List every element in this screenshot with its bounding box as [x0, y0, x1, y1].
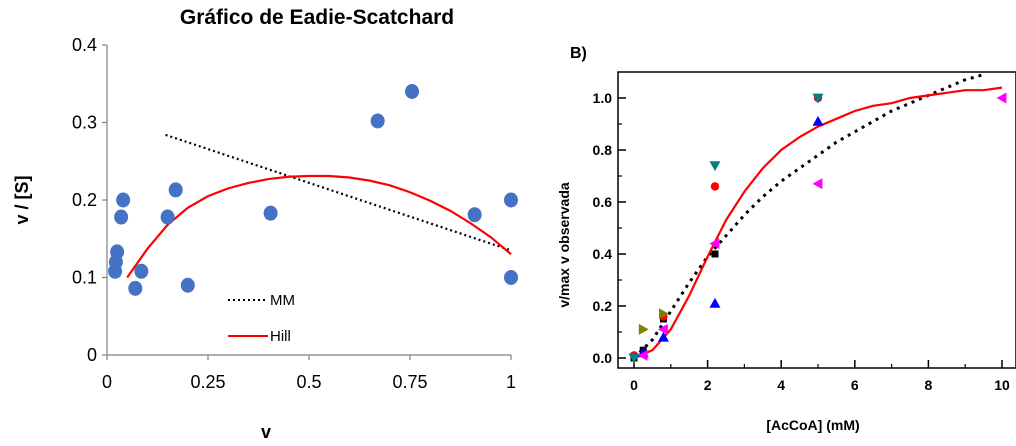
chart-a-y-tick-label: 0.4	[72, 35, 97, 55]
legend-hill-label: Hill	[270, 328, 291, 345]
chart-b-solid-fit-line	[633, 86, 1003, 360]
chart-a-series-hill-line	[126, 174, 512, 279]
chart-b-points	[628, 92, 1007, 364]
chart-a-x-tick-label: 0.75	[392, 372, 427, 392]
chart-b-y-tick-label: 0.4	[593, 246, 613, 262]
chart-a-data-point	[116, 192, 131, 208]
chart-a-points	[108, 84, 518, 296]
chart-b-y-tick-label: 0.8	[593, 142, 613, 158]
chart-a-x-tick-label: 1	[506, 372, 516, 392]
chart-b-point-triangle-left	[657, 323, 668, 335]
chart-b-x-tick-label: 10	[994, 377, 1010, 393]
chart-b-point-triangle-left	[996, 92, 1007, 104]
chart-b-x-ticks: 0 2 4 6 8 10	[630, 360, 1010, 393]
chart-a-data-point	[160, 209, 175, 225]
chart-a-data-point	[110, 244, 125, 260]
chart-a-x-tick-label: 0.25	[190, 372, 225, 392]
chart-a-y-label: v / [S]	[12, 175, 32, 224]
legend-mm-label: MM	[270, 292, 295, 309]
chart-a-data-point	[134, 263, 149, 279]
chart-a-y-ticks: 0 0.1 0.2 0.3 0.4	[72, 35, 107, 365]
chart-b-x-tick-label: 6	[851, 377, 859, 393]
chart-a-x-ticks: 0 0.25 0.5 0.75 1	[102, 355, 516, 392]
chart-b-point-triangle-up	[709, 297, 721, 308]
chart-a-legend: MM Hill	[228, 292, 295, 345]
chart-a-data-point	[168, 182, 183, 198]
chart-b-x-tick-label: 4	[777, 377, 785, 393]
chart-b-x-tick-label: 8	[925, 377, 933, 393]
chart-b-point-triangle-left	[812, 178, 823, 190]
chart-b-point-triangle-down	[628, 353, 640, 364]
chart-b-point-circle	[710, 182, 720, 191]
eadie-scatchard-chart: Gráfico de Eadie-Scatchard 0 0.1 0.2 0.3 0.4…	[12, 6, 518, 442]
chart-b-panel-label: B)	[570, 45, 587, 62]
chart-a-y-tick-label: 0.1	[72, 268, 97, 288]
chart-a-series	[126, 133, 512, 279]
chart-b-point-triangle-up	[812, 115, 824, 126]
chart-b-point-triangle-right	[638, 323, 649, 335]
chart-a-data-point	[128, 280, 143, 296]
chart-b-series	[632, 73, 1003, 360]
chart-b-point-triangle-right	[659, 308, 669, 320]
chart-b-y-tick-label: 0.6	[593, 194, 613, 210]
chart-a-data-point	[504, 270, 518, 285]
chart-b-y-tick-label: 0.0	[593, 350, 613, 366]
chart-b-point-triangle-left	[709, 238, 720, 250]
chart-b-x-tick-label: 2	[704, 377, 712, 393]
chart-b-point-triangle-up	[657, 331, 669, 342]
chart-b-frame	[617, 71, 1016, 369]
chart-a-data-point	[405, 84, 420, 99]
chart-a-x-tick-label: 0.5	[296, 372, 321, 392]
chart-b-y-ticks: 0.0 0.2 0.4 0.6 0.8 1.0	[593, 90, 626, 366]
chart-a-title: Gráfico de Eadie-Scatchard	[180, 6, 454, 29]
acetyl-coa-chart: B) 0.0 0.2 0.4 0.6 0.8 1.0 0 2 4 6 8 10 v/max v ob…	[556, 45, 1016, 433]
chart-a-data-point	[180, 277, 195, 293]
chart-a-data-point	[263, 205, 278, 221]
chart-a-data-point	[114, 209, 129, 225]
chart-a-data-point	[504, 192, 518, 208]
chart-a-data-point	[370, 113, 385, 129]
chart-a-data-point	[467, 207, 482, 223]
chart-b-point-triangle-down	[709, 161, 721, 172]
chart-b-x-tick-label: 0	[630, 377, 638, 393]
chart-b-x-label: [AcCoA] (mM)	[766, 417, 859, 433]
chart-a-y-tick-label: 0.2	[72, 190, 97, 210]
chart-b-point-triangle-left	[637, 349, 648, 361]
chart-b-y-label: v/max v observada	[556, 182, 572, 308]
chart-b-point-square	[711, 250, 719, 258]
chart-b-y-tick-label: 1.0	[593, 90, 613, 106]
chart-a-y-tick-label: 0	[87, 345, 97, 365]
chart-a-series-mm-line	[165, 133, 512, 252]
chart-a-x-label: v	[261, 422, 271, 442]
chart-b-dotted-fit-line	[632, 73, 985, 360]
chart-a-y-tick-label: 0.3	[72, 113, 97, 133]
chart-a-x-tick-label: 0	[102, 372, 112, 392]
chart-b-y-tick-label: 0.2	[593, 298, 613, 314]
chart-b-point-triangle-down	[812, 93, 824, 104]
